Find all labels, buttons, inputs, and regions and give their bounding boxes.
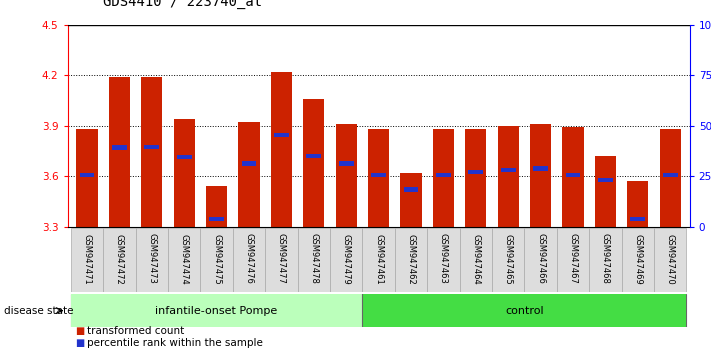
- Bar: [621, 228, 654, 292]
- Text: GSM947461: GSM947461: [374, 234, 383, 284]
- Text: ■: ■: [75, 326, 84, 336]
- Bar: [627, 181, 648, 227]
- Bar: [242, 161, 257, 166]
- Bar: [525, 228, 557, 292]
- Bar: [436, 173, 451, 177]
- Bar: [400, 173, 422, 227]
- Bar: [501, 168, 515, 172]
- Text: ■: ■: [75, 338, 84, 348]
- Bar: [71, 228, 103, 292]
- Bar: [566, 173, 580, 177]
- Bar: [459, 228, 492, 292]
- Text: GSM947462: GSM947462: [407, 234, 415, 284]
- Bar: [562, 127, 584, 227]
- Text: transformed count: transformed count: [87, 326, 185, 336]
- Text: GSM947474: GSM947474: [180, 234, 188, 284]
- Bar: [530, 124, 551, 227]
- Bar: [533, 166, 548, 171]
- Text: GSM947478: GSM947478: [309, 234, 319, 284]
- Bar: [363, 228, 395, 292]
- Text: GSM947471: GSM947471: [82, 234, 92, 284]
- Bar: [71, 294, 363, 327]
- Bar: [265, 228, 298, 292]
- Text: GSM947464: GSM947464: [471, 234, 481, 284]
- Bar: [274, 133, 289, 137]
- Text: GSM947465: GSM947465: [503, 234, 513, 284]
- Bar: [595, 156, 616, 227]
- Bar: [177, 155, 191, 159]
- Bar: [232, 228, 265, 292]
- Text: GSM947470: GSM947470: [665, 234, 675, 284]
- Text: GDS4410 / 223740_at: GDS4410 / 223740_at: [103, 0, 262, 9]
- Text: GSM947476: GSM947476: [245, 234, 254, 284]
- Bar: [660, 129, 680, 227]
- Bar: [631, 217, 645, 221]
- Bar: [598, 178, 613, 182]
- Bar: [368, 129, 389, 227]
- Bar: [141, 77, 162, 227]
- Bar: [557, 228, 589, 292]
- Text: GSM947469: GSM947469: [634, 234, 642, 284]
- Bar: [109, 77, 130, 227]
- Text: GSM947463: GSM947463: [439, 234, 448, 284]
- Text: disease state: disease state: [4, 306, 73, 316]
- Bar: [395, 228, 427, 292]
- Bar: [201, 228, 232, 292]
- Text: GSM947473: GSM947473: [147, 234, 156, 284]
- Text: percentile rank within the sample: percentile rank within the sample: [87, 338, 263, 348]
- Text: infantile-onset Pompe: infantile-onset Pompe: [156, 306, 278, 316]
- Bar: [271, 72, 292, 227]
- Text: control: control: [505, 306, 544, 316]
- Text: GSM947472: GSM947472: [115, 234, 124, 284]
- Bar: [404, 188, 418, 192]
- Bar: [306, 154, 321, 158]
- Bar: [363, 294, 686, 327]
- Text: GSM947479: GSM947479: [342, 234, 351, 284]
- Bar: [371, 173, 386, 177]
- Bar: [498, 126, 519, 227]
- Bar: [209, 217, 224, 221]
- Bar: [112, 145, 127, 150]
- Bar: [427, 228, 459, 292]
- Bar: [304, 99, 324, 227]
- Bar: [654, 228, 686, 292]
- Bar: [77, 129, 97, 227]
- Bar: [465, 129, 486, 227]
- Bar: [144, 144, 159, 149]
- Bar: [80, 173, 95, 177]
- Text: GSM947468: GSM947468: [601, 234, 610, 284]
- Bar: [663, 173, 678, 177]
- Text: GSM947466: GSM947466: [536, 234, 545, 284]
- Bar: [330, 228, 363, 292]
- Bar: [238, 122, 260, 227]
- Bar: [173, 119, 195, 227]
- Bar: [206, 186, 227, 227]
- Bar: [336, 124, 357, 227]
- Bar: [103, 228, 136, 292]
- Bar: [168, 228, 201, 292]
- Bar: [136, 228, 168, 292]
- Text: GSM947475: GSM947475: [212, 234, 221, 284]
- Bar: [339, 161, 353, 166]
- Text: GSM947477: GSM947477: [277, 234, 286, 284]
- Bar: [433, 129, 454, 227]
- Bar: [469, 170, 483, 174]
- Bar: [298, 228, 330, 292]
- Text: GSM947467: GSM947467: [569, 234, 577, 284]
- Bar: [589, 228, 621, 292]
- Bar: [492, 228, 525, 292]
